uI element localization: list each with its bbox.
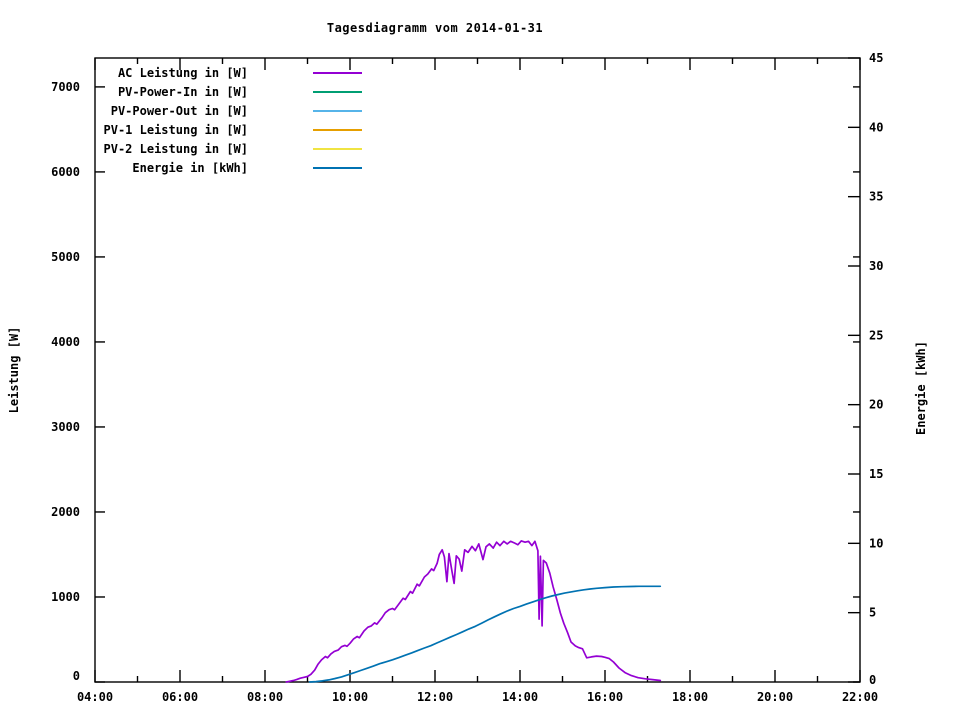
y-right-tick-label: 25	[869, 328, 883, 342]
legend-line-sample	[313, 71, 362, 74]
legend-item-pv-power-in: PV-Power-In in [W]	[60, 82, 362, 101]
y-right-tick-label: 0	[869, 673, 876, 687]
y-left-tick-label: 2000	[51, 505, 80, 519]
y-axis-left-label: Leistung [W]	[7, 326, 21, 414]
legend-line-sample	[313, 109, 362, 112]
y-left-tick-label: 1000	[51, 590, 80, 604]
x-tick-label: 10:00	[332, 690, 368, 704]
x-tick-label: 12:00	[417, 690, 453, 704]
y-right-tick-label: 40	[869, 120, 883, 134]
y-right-tick-label: 45	[869, 51, 883, 65]
legend-label: PV-Power-Out in [W]	[110, 103, 248, 118]
y-right-tick-label: 5	[869, 606, 876, 620]
legend-label: PV-2 Leistung in [W]	[103, 141, 249, 156]
y-left-tick-label: 3000	[51, 420, 80, 434]
legend-label: PV-1 Leistung in [W]	[103, 122, 249, 137]
legend-item-ac-leistung: AC Leistung in [W]	[60, 63, 362, 82]
y-right-tick-label: 35	[869, 190, 883, 204]
series-line-ac-leistung-in-w-	[285, 540, 662, 683]
x-tick-label: 22:00	[842, 690, 878, 704]
legend-line-sample	[313, 90, 362, 93]
x-tick-label: 04:00	[77, 690, 113, 704]
series-line-energie-in-kwh-	[308, 585, 662, 683]
y-right-tick-label: 10	[869, 536, 883, 550]
x-tick-label: 20:00	[757, 690, 793, 704]
legend-label: Energie in [kWh]	[132, 160, 248, 175]
legend-label: AC Leistung in [W]	[117, 65, 248, 80]
y-left-tick-label: 4000	[51, 335, 80, 349]
legend-item-energie: Energie in [kWh]	[60, 158, 362, 177]
legend-item-pv2-leistung: PV-2 Leistung in [W]	[60, 139, 362, 158]
y-left-tick-label: 6000	[51, 165, 80, 179]
legend-label: PV-Power-In in [W]	[117, 84, 248, 99]
x-tick-label: 14:00	[502, 690, 538, 704]
legend-item-pv-power-out: PV-Power-Out in [W]	[60, 101, 362, 120]
x-tick-label: 08:00	[247, 690, 283, 704]
y-axis-right-label: Energie [kWh]	[914, 341, 928, 435]
chart-title: Tagesdiagramm vom 2014-01-31	[326, 21, 544, 35]
y-right-tick-label: 15	[869, 467, 883, 481]
legend-line-sample	[313, 147, 362, 150]
y-right-tick-label: 30	[869, 259, 883, 273]
y-right-tick-label: 20	[869, 398, 883, 412]
legend-item-pv1-leistung: PV-1 Leistung in [W]	[60, 120, 362, 139]
chart-legend: AC Leistung in [W] PV-Power-In in [W] PV…	[60, 63, 362, 177]
y-left-tick-label: 5000	[51, 250, 80, 264]
legend-line-sample	[313, 128, 362, 131]
legend-line-sample	[313, 166, 362, 169]
x-tick-label: 18:00	[672, 690, 708, 704]
x-tick-label: 16:00	[587, 690, 623, 704]
x-tick-label: 06:00	[162, 690, 198, 704]
y-left-tick-label: 7000	[51, 80, 80, 94]
y-left-tick-label: 0	[73, 669, 80, 683]
